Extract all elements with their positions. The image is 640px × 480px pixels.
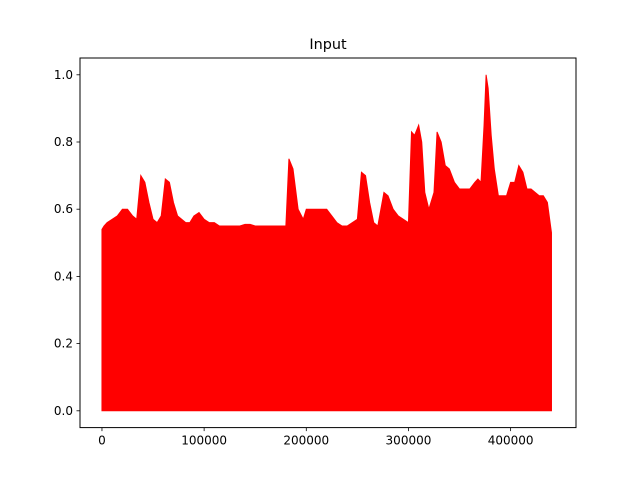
y-tick-label: 1.0 — [54, 68, 73, 82]
x-tick-label: 300000 — [386, 434, 432, 448]
chart-title: Input — [309, 37, 347, 53]
y-axis: 0.0 0.2 0.4 0.6 0.8 1.0 — [54, 68, 80, 418]
y-tick-label: 0.0 — [54, 404, 73, 418]
y-tick-label: 0.8 — [54, 135, 73, 149]
x-tick-label: 200000 — [283, 434, 329, 448]
x-tick-label: 0 — [98, 434, 106, 448]
y-tick-label: 0.4 — [54, 269, 73, 283]
x-tick-label: 400000 — [488, 434, 534, 448]
axes-frame — [79, 57, 577, 429]
x-tick-label: 100000 — [181, 434, 227, 448]
series-layer — [101, 74, 552, 412]
y-tick-label: 0.2 — [54, 337, 73, 351]
y-tick-label: 0.6 — [54, 202, 73, 216]
series-0-area — [101, 74, 552, 412]
x-axis: 0 100000 200000 300000 400000 — [98, 427, 534, 448]
